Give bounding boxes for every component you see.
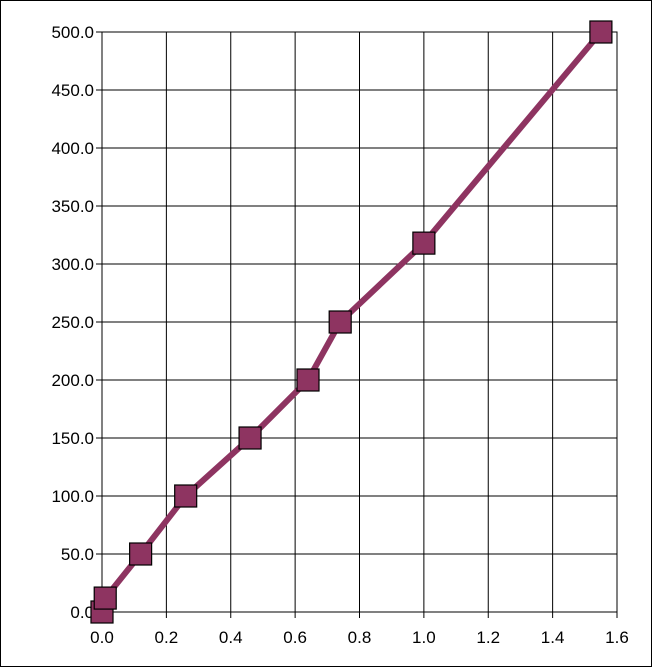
data-point-marker: [296, 368, 320, 392]
x-tick-label: 1.2: [476, 628, 500, 647]
y-tick-label: 100.0: [51, 487, 94, 506]
x-tick-label: 0.4: [219, 628, 243, 647]
data-point-marker: [93, 586, 117, 610]
x-tick-label: 1.0: [412, 628, 436, 647]
x-tick-label: 1.4: [541, 628, 565, 647]
y-tick-label: 400.0: [51, 139, 94, 158]
y-tick-label: 0.0: [70, 603, 94, 622]
x-tick-label: 0.0: [90, 628, 114, 647]
x-tick-label: 1.6: [605, 628, 629, 647]
data-point-marker: [412, 231, 436, 255]
y-tick-label: 500.0: [51, 23, 94, 42]
y-tick-label: 150.0: [51, 429, 94, 448]
x-tick-label: 0.6: [283, 628, 307, 647]
y-tick-label: 300.0: [51, 255, 94, 274]
data-point-marker: [174, 484, 198, 508]
x-tick-label: 0.2: [155, 628, 179, 647]
y-tick-label: 50.0: [61, 545, 94, 564]
y-tick-label: 200.0: [51, 371, 94, 390]
y-tick-label: 250.0: [51, 313, 94, 332]
data-point-marker: [328, 310, 352, 334]
y-tick-label: 350.0: [51, 197, 94, 216]
data-point-marker: [589, 20, 613, 44]
axes: 0.0 50.0 100.0 150.0 200.0 250.0 300.0 350.0 400…: [51, 23, 628, 647]
series-layer: [90, 20, 613, 624]
y-tick-label: 450.0: [51, 81, 94, 100]
data-point-marker: [129, 542, 153, 566]
data-point-marker: [238, 426, 262, 450]
x-tick-label: 0.8: [348, 628, 372, 647]
